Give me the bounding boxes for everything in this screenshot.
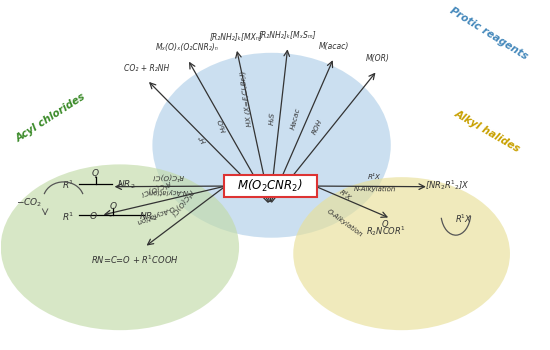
Text: R$^1$X: R$^1$X: [455, 212, 473, 225]
Text: Acyl chlorides: Acyl chlorides: [14, 92, 87, 144]
Text: H₂S: H₂S: [269, 112, 276, 125]
Text: NR$_2$: NR$_2$: [139, 211, 157, 223]
Text: H⁺: H⁺: [198, 133, 208, 144]
Text: NR$_2$: NR$_2$: [117, 179, 136, 191]
Text: O: O: [89, 212, 96, 222]
Text: [NR$_2$R$^1$$_2$]X: [NR$_2$R$^1$$_2$]X: [425, 178, 470, 192]
Text: R¹C(O)Cl: R¹C(O)Cl: [169, 188, 195, 218]
Text: M(O$_2$CNR$_2$): M(O$_2$CNR$_2$): [237, 178, 303, 194]
Text: Hacac: Hacac: [290, 107, 301, 130]
Text: $-$CO$_2$: $-$CO$_2$: [15, 196, 42, 209]
Text: RN=C=O + R$^1$COOH: RN=C=O + R$^1$COOH: [91, 254, 179, 266]
Text: R$^1$: R$^1$: [62, 179, 74, 191]
Text: H₂O: H₂O: [218, 118, 228, 133]
Text: Protic reagents: Protic reagents: [448, 5, 529, 61]
Text: [R₂NH₂]ₖ[MXₙ]: [R₂NH₂]ₖ[MXₙ]: [210, 32, 263, 41]
Text: [R₂NH₂]ₖ[MₓSₘ]: [R₂NH₂]ₖ[MₓSₘ]: [259, 30, 317, 40]
Text: R¹X: R¹X: [368, 174, 381, 180]
FancyBboxPatch shape: [224, 175, 317, 197]
Ellipse shape: [152, 53, 391, 238]
Text: O: O: [110, 202, 117, 211]
Text: M(acac): M(acac): [318, 42, 349, 50]
Text: ROH: ROH: [311, 118, 324, 136]
Text: O-Acylation: O-Acylation: [135, 204, 175, 224]
Text: R¹C(O)Cl: R¹C(O)Cl: [139, 178, 171, 197]
Text: HX (X=F,Cl,Br,I): HX (X=F,Cl,Br,I): [240, 70, 254, 127]
Ellipse shape: [293, 177, 510, 330]
Text: R¹C(O)Cl: R¹C(O)Cl: [152, 174, 183, 181]
Text: M(OR): M(OR): [365, 54, 389, 63]
Text: R$^1$: R$^1$: [62, 211, 74, 223]
Text: O-Alkylation: O-Alkylation: [326, 208, 364, 238]
Text: R¹X: R¹X: [338, 189, 351, 201]
Text: Alkyl halides: Alkyl halides: [453, 108, 522, 154]
Text: N-Alkylation: N-Alkylation: [353, 186, 396, 193]
Text: N-Acylation: N-Acylation: [147, 188, 188, 194]
Text: R$_2$NCOR$^1$: R$_2$NCOR$^1$: [366, 224, 405, 238]
Text: Mₓ(O)ₓ(O₂CNR₂)ₙ: Mₓ(O)ₓ(O₂CNR₂)ₙ: [156, 43, 219, 52]
Text: O: O: [92, 169, 99, 178]
Text: CO₂ + R₂NH: CO₂ + R₂NH: [124, 64, 169, 73]
Ellipse shape: [1, 164, 239, 330]
Text: O: O: [382, 220, 389, 230]
